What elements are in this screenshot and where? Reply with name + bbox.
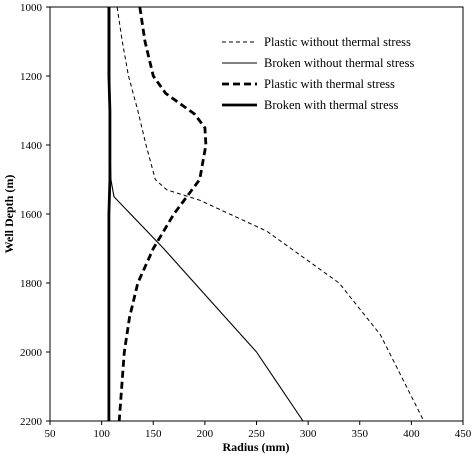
x-tick-label: 300 [300,428,317,440]
x-tick-label: 350 [352,428,369,440]
legend-label: Broken with thermal stress [264,98,398,112]
y-tick-label: 2200 [20,416,43,428]
x-tick-label: 450 [455,428,472,440]
y-tick-label: 1200 [20,71,43,83]
y-tick-label: 1800 [20,278,43,290]
x-axis-label: Radius (mm) [222,440,289,454]
y-tick-label: 1600 [20,209,43,221]
series-line [116,6,425,422]
x-tick-label: 100 [93,428,110,440]
y-axis-label: Well Depth (m) [2,175,16,254]
series-line [107,7,112,421]
y-tick-label: 1400 [20,140,43,152]
y-tick-label: 2000 [20,347,43,359]
series-line [117,6,208,422]
legend-label: Plastic with thermal stress [264,77,395,91]
legend: Plastic without thermal stress Broken wit… [222,35,414,112]
x-tick-label: 250 [248,428,265,440]
x-tick-label: 200 [197,428,214,440]
y-tick-label: 1000 [20,2,43,14]
legend-label: Broken without thermal stress [264,56,414,70]
x-tick-label: 50 [45,428,57,440]
ticks: 50 100 150 200 250 300 350 400 450 1000 1200 1400 16… [20,2,472,440]
legend-label: Plastic without thermal stress [264,35,411,49]
series-lines [107,6,425,422]
x-tick-label: 400 [403,428,420,440]
x-tick-label: 150 [145,428,162,440]
